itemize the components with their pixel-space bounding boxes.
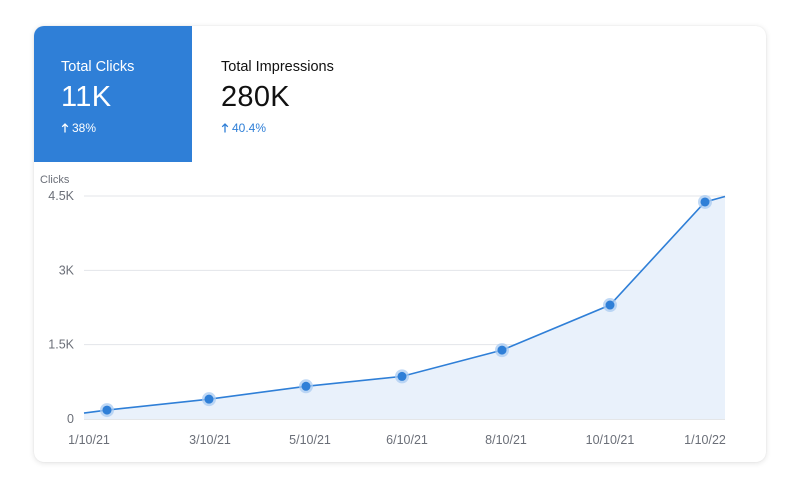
- data-point: [202, 392, 216, 407]
- x-tick-label: 1/10/21: [68, 433, 110, 447]
- x-tick-label: 1/10/22: [684, 433, 726, 447]
- data-point: [395, 369, 409, 384]
- y-tick-label: 3K: [59, 263, 75, 277]
- data-point-marker: [301, 381, 311, 391]
- y-axis-title: Clicks: [40, 174, 70, 186]
- data-point: [299, 379, 313, 394]
- total-clicks-change: 38%: [61, 120, 165, 136]
- data-point: [495, 343, 509, 358]
- data-point-marker: [102, 405, 112, 415]
- total-impressions-value: 280K: [221, 81, 290, 113]
- y-tick-label: 4.5K: [48, 189, 74, 203]
- chart-x-tick-labels: 1/10/21 3/10/21 5/10/21 6/10/21 8/10/21 10/10…: [68, 433, 726, 447]
- chart-data-points: [100, 194, 712, 418]
- data-point-marker: [700, 197, 710, 207]
- total-clicks-value: 11K: [61, 81, 112, 113]
- data-point-marker: [204, 394, 214, 404]
- total-impressions-change: 40.4%: [221, 120, 387, 136]
- x-tick-label: 10/10/21: [586, 433, 635, 447]
- total-clicks-change-value: 38%: [72, 121, 97, 135]
- data-point: [698, 194, 712, 209]
- chart-area-fill: [84, 196, 725, 419]
- x-tick-label: 8/10/21: [485, 433, 527, 447]
- total-clicks-tab[interactable]: Total Clicks 11K 38%: [34, 26, 192, 162]
- total-impressions-tab[interactable]: Total Impressions 280K 40.4%: [194, 26, 414, 162]
- x-tick-label: 5/10/21: [289, 433, 331, 447]
- clicks-card: Total Clicks 11K 38% Total Impressions 2…: [34, 26, 766, 462]
- x-tick-label: 3/10/21: [189, 433, 231, 447]
- total-impressions-change-value: 40.4%: [232, 121, 267, 135]
- total-clicks-label: Total Clicks: [61, 59, 135, 75]
- data-point-marker: [605, 300, 615, 310]
- data-point-marker: [397, 371, 407, 381]
- y-tick-label: 1.5K: [48, 338, 74, 352]
- data-point-marker: [497, 345, 507, 355]
- data-point: [100, 403, 114, 418]
- arrow-up-icon: [61, 123, 69, 133]
- arrow-up-icon: [221, 123, 229, 133]
- data-point: [603, 298, 617, 313]
- y-tick-label: 0: [67, 412, 74, 426]
- x-tick-label: 6/10/21: [386, 433, 428, 447]
- chart-y-tick-labels: 0 1.5K 3K 4.5K: [48, 189, 74, 426]
- total-impressions-label: Total Impressions: [221, 59, 334, 75]
- area-fill: [84, 196, 725, 419]
- clicks-line-chart: 0 1.5K 3K 4.5K 1/10/21 3/10/21 5/10/21 6/10/21…: [40, 174, 726, 447]
